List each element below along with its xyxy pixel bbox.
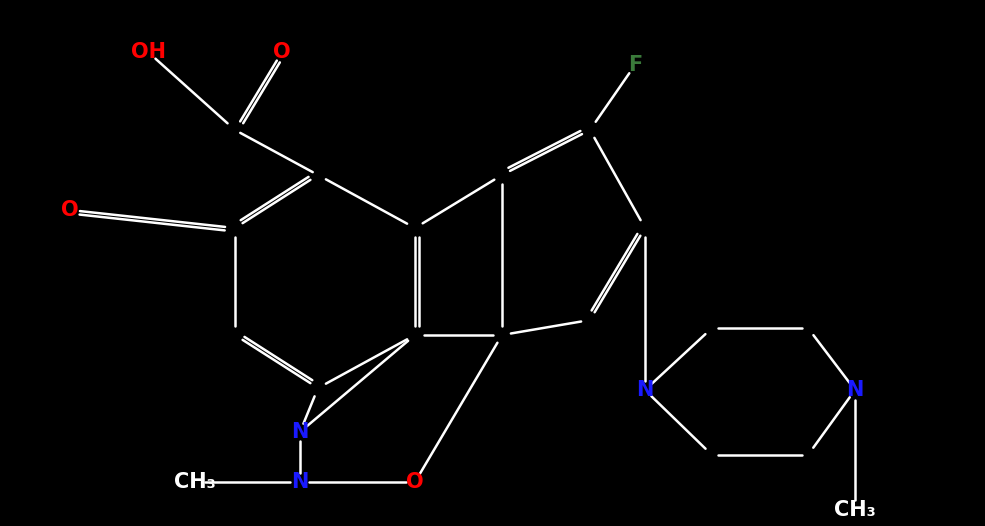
Text: O: O (61, 200, 79, 220)
Text: N: N (292, 422, 308, 442)
Text: N: N (292, 472, 308, 492)
Text: N: N (636, 380, 654, 400)
Text: O: O (273, 42, 291, 62)
Text: CH₃: CH₃ (834, 500, 876, 520)
Text: OH: OH (130, 42, 165, 62)
Text: N: N (846, 380, 864, 400)
Text: F: F (627, 55, 642, 75)
Text: O: O (406, 472, 424, 492)
Text: CH₃: CH₃ (174, 472, 216, 492)
